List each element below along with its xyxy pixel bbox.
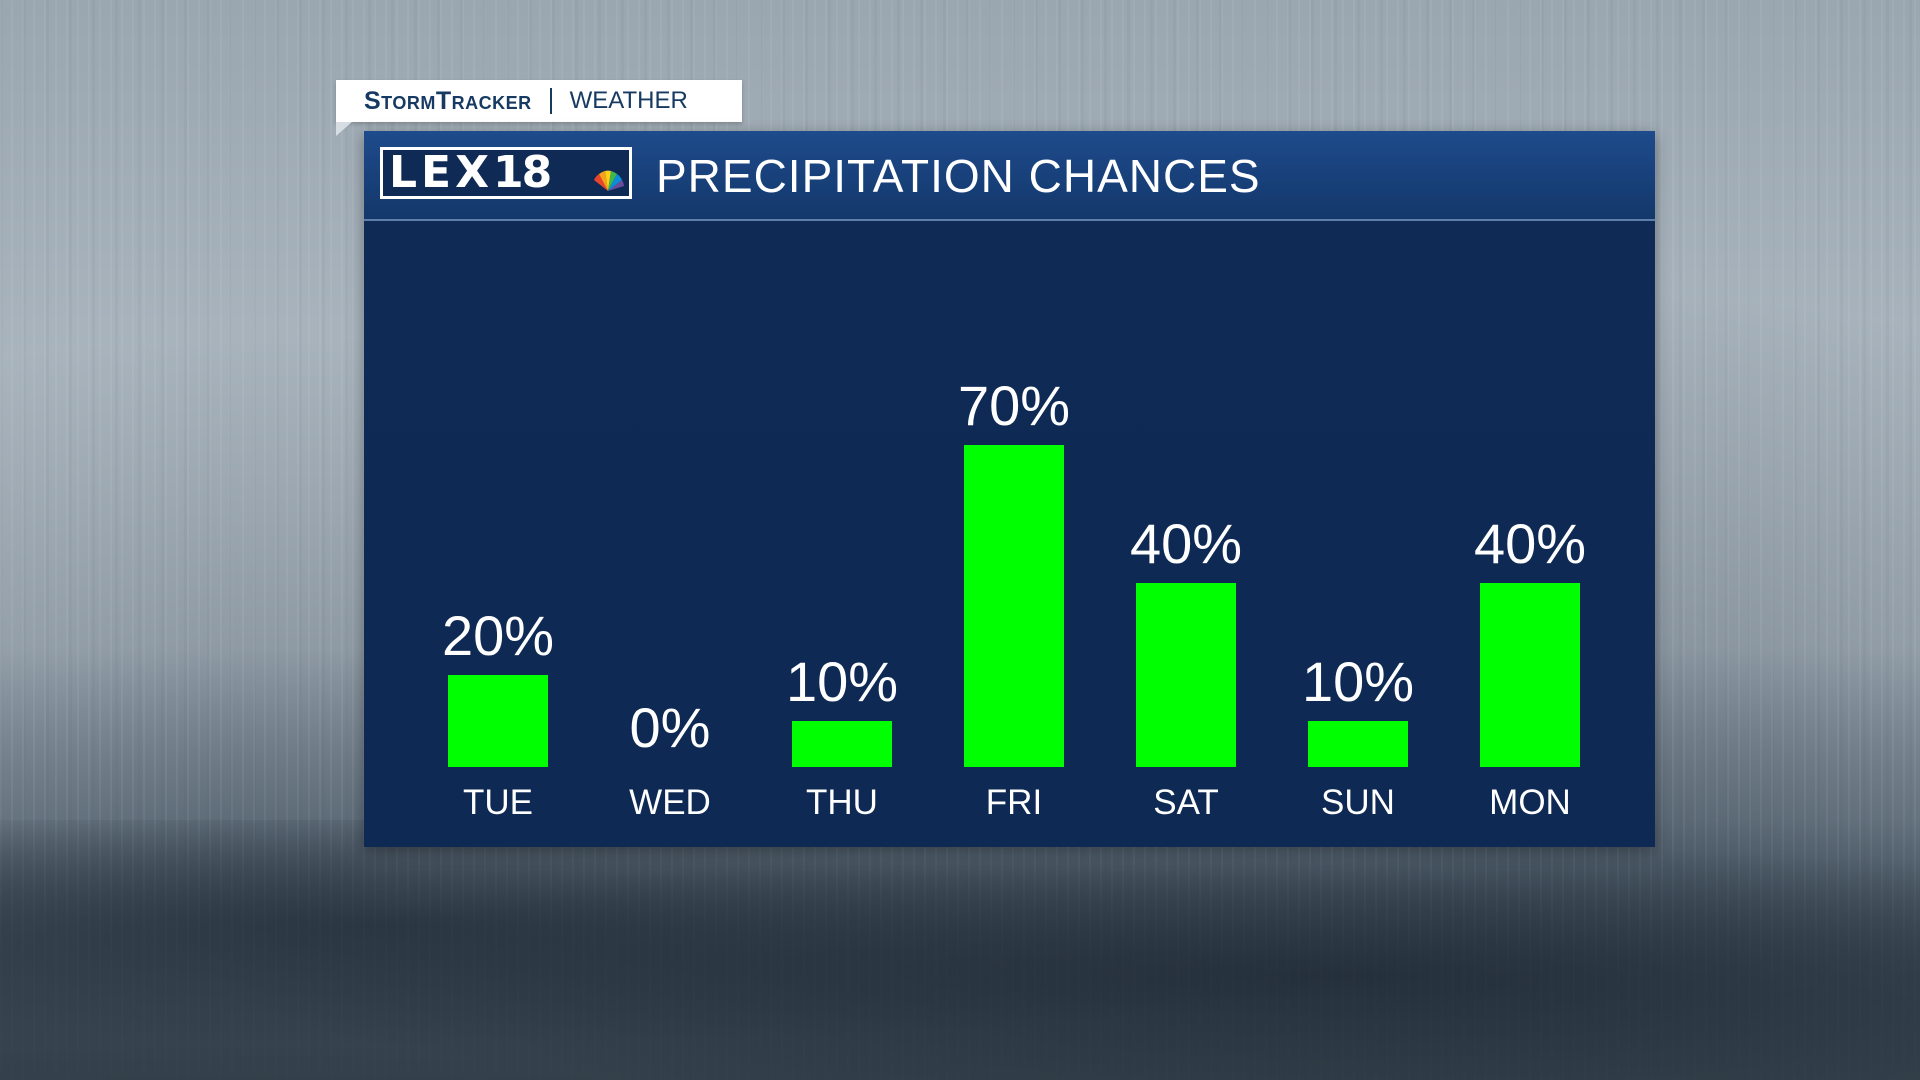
tag-divider xyxy=(549,88,552,114)
bar-thu xyxy=(792,721,892,767)
bar-tue xyxy=(448,675,548,767)
value-label-wed: 0% xyxy=(630,696,711,759)
value-label-sun: 10% xyxy=(1302,650,1414,713)
logo-number: 18 xyxy=(493,147,552,198)
peacock-icon xyxy=(594,170,624,191)
stormtracker-tag: StormTracker WEATHER xyxy=(336,80,742,122)
value-label-tue: 20% xyxy=(442,604,554,667)
day-label-sun: SUN xyxy=(1321,783,1395,822)
station-logo: LEX18 xyxy=(380,147,632,199)
day-label-thu: THU xyxy=(806,783,878,822)
day-label-wed: WED xyxy=(629,783,711,822)
bar-sat xyxy=(1136,583,1236,767)
bar-mon xyxy=(1480,583,1580,767)
day-label-tue: TUE xyxy=(463,783,533,822)
day-label-sat: SAT xyxy=(1153,783,1218,822)
precipitation-bar-chart: 20% TUE 0% WED 10% THU 70% FRI 40% SAT 10% SUN 40% MO… xyxy=(442,374,1586,822)
chart-title: PRECIPITATION CHANCES xyxy=(656,150,1261,202)
day-label-fri: FRI xyxy=(986,783,1042,822)
value-label-mon: 40% xyxy=(1474,512,1586,575)
value-label-fri: 70% xyxy=(958,374,1070,437)
logo-letters: LEX xyxy=(389,147,494,198)
tag-fold xyxy=(336,122,352,136)
wet-ground-background xyxy=(0,820,1920,1080)
day-label-mon: MON xyxy=(1489,783,1571,822)
weather-label: WEATHER xyxy=(569,87,688,114)
value-label-sat: 40% xyxy=(1130,512,1242,575)
stormtracker-brand: StormTracker xyxy=(364,86,532,115)
logo-text: LEX18 xyxy=(383,151,552,195)
value-label-thu: 10% xyxy=(786,650,898,713)
bar-fri xyxy=(964,445,1064,767)
bar-sun xyxy=(1308,721,1408,767)
panel-header: LEX18 PRECIPITATION CHANCES xyxy=(364,131,1655,221)
